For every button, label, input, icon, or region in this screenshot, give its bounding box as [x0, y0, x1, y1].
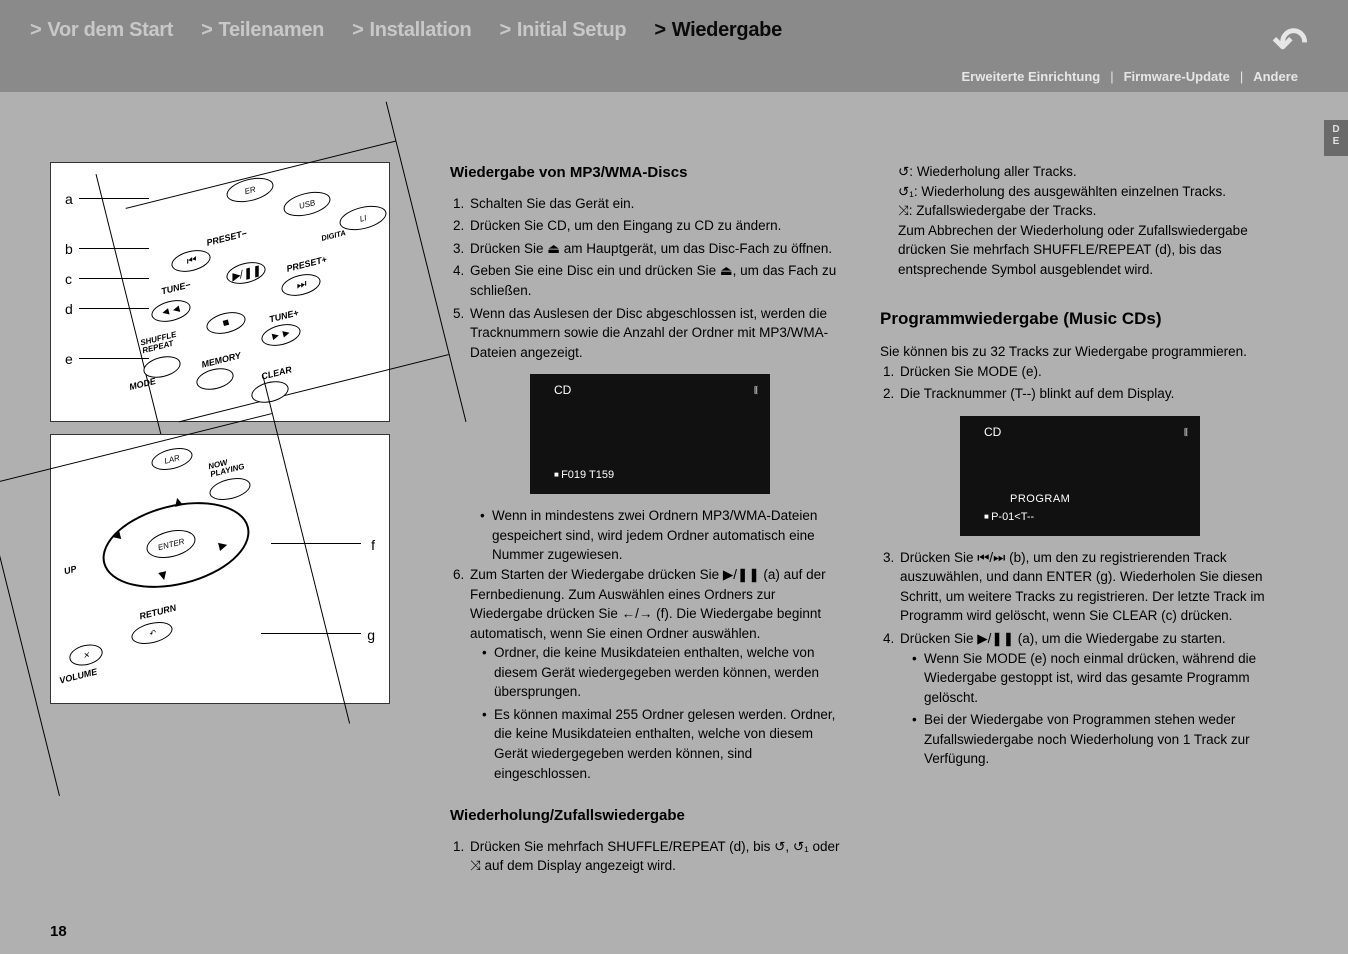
step-1: Schalten Sie das Gerät ein. [468, 194, 850, 214]
sub-firmware[interactable]: Firmware-Update [1124, 69, 1230, 84]
sub-andere[interactable]: Andere [1253, 69, 1298, 84]
disp2-track: P-01<T-- [984, 510, 1034, 526]
disp1-track: F019 T159 [554, 468, 614, 484]
label-c: c [65, 271, 72, 287]
repeat-step: Drücken Sie mehrfach SHUFFLE/REPEAT (d),… [450, 837, 850, 876]
disp2-program: PROGRAM [1010, 492, 1070, 508]
step-3: Drücken Sie ⏏ am Hauptgerät, um das Disc… [468, 239, 850, 259]
mp3-steps: Schalten Sie das Gerät ein. Drücken Sie … [450, 194, 850, 363]
label-d: d [65, 301, 73, 317]
label-g: g [367, 627, 375, 643]
top-nav-bar: >Vor dem Start >Teilenamen >Installation… [0, 0, 1348, 60]
heading-program: Programmwiedergabe (Music CDs) [880, 307, 1280, 332]
nav-vor-dem-start[interactable]: >Vor dem Start [30, 19, 173, 42]
nav-wiedergabe[interactable]: >Wiedergabe [654, 19, 782, 42]
remote-top-diagram: a b c d e ER USB LI DIGITA PRESET− ⏮ ▶/❚… [50, 162, 390, 422]
remote-bottom-diagram: f g LAR NOWPLAYING ENTER ▲ ▼ ◄ ► UP RETU… [50, 434, 390, 704]
program-intro: Sie können bis zu 32 Tracks zur Wiederga… [880, 342, 1280, 362]
label-a: a [65, 191, 73, 207]
nav-installation[interactable]: >Installation [352, 19, 471, 42]
program-steps-12: Drücken Sie MODE (e). Die Tracknummer (T… [880, 362, 1280, 404]
cd-display-1: CD ⧛ F019 T159 [530, 374, 770, 494]
label-f: f [371, 537, 375, 553]
label-b: b [65, 241, 73, 257]
step-2: Drücken Sie CD, um den Eingang zu CD zu … [468, 216, 850, 236]
page-number: 18 [50, 923, 67, 940]
heading-mp3: Wiedergabe von MP3/WMA-Discs [450, 162, 850, 184]
program-steps-34: Drücken Sie ⏮/⏭ (b), um den zu registrie… [880, 548, 1280, 769]
remote-drawings: a b c d e ER USB LI DIGITA PRESET− ⏮ ▶/❚… [50, 162, 420, 934]
mp3-step6: Zum Starten der Wiedergabe drücken Sie ▶… [450, 565, 850, 783]
undo-icon[interactable]: ↶ [1273, 18, 1308, 67]
note-after-5: Wenn in mindestens zwei Ordnern MP3/WMA-… [468, 506, 850, 565]
disp1-mode: CD [554, 382, 571, 399]
disp2-wifi-icon: ⧛ [1184, 424, 1188, 441]
page-content: a b c d e ER USB LI DIGITA PRESET− ⏮ ▶/❚… [0, 92, 1348, 954]
disp1-wifi-icon: ⧛ [754, 382, 758, 399]
sub-erweiterte[interactable]: Erweiterte Einrichtung [962, 69, 1101, 84]
sub-nav-bar: Erweiterte Einrichtung | Firmware-Update… [0, 60, 1348, 92]
step-5: Wenn das Auslesen der Disc abgeschlossen… [468, 304, 850, 363]
step-4: Geben Sie eine Disc ein und drücken Sie … [468, 261, 850, 300]
repeat-legend: ↺: Wiederholung aller Tracks. ↺₁: Wieder… [880, 162, 1280, 279]
nav-initial-setup[interactable]: >Initial Setup [499, 19, 626, 42]
cd-display-2: CD ⧛ PROGRAM P-01<T-- [960, 416, 1200, 536]
disp2-mode: CD [984, 424, 1001, 441]
middle-column: Wiedergabe von MP3/WMA-Discs Schalten Si… [450, 162, 850, 934]
nav-teilenamen[interactable]: >Teilenamen [201, 19, 324, 42]
right-column: ↺: Wiederholung aller Tracks. ↺₁: Wieder… [880, 162, 1280, 934]
label-e: e [65, 351, 73, 367]
heading-repeat: Wiederholung/Zufallswiedergabe [450, 805, 850, 827]
